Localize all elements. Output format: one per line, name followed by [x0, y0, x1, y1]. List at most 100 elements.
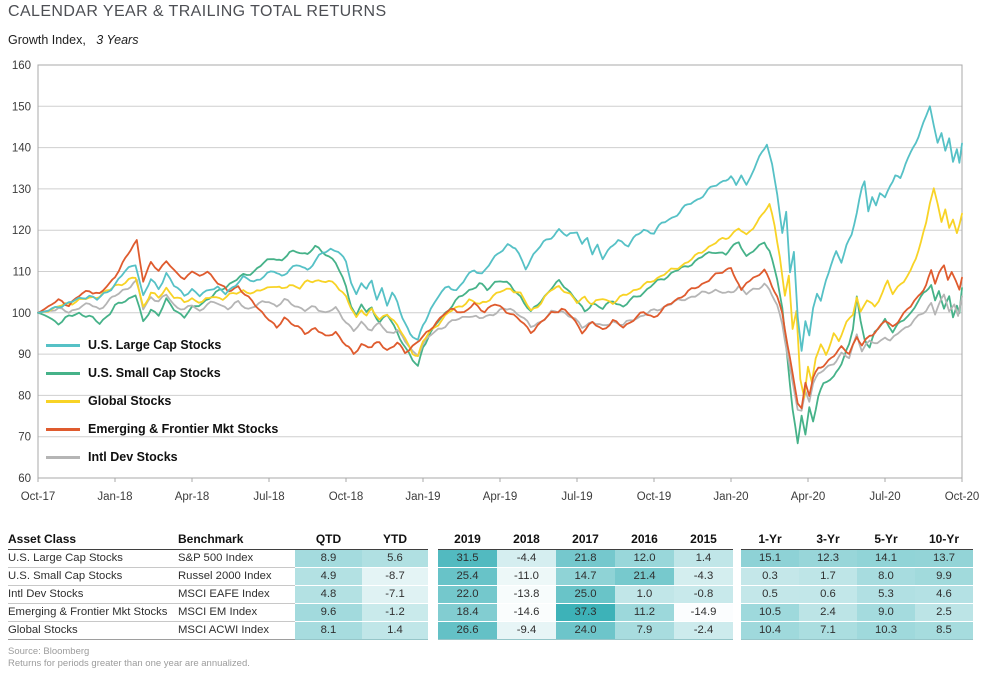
annualized-note: Returns for periods greater than one yea…	[8, 658, 250, 669]
x-axis-tick-label: Oct-19	[637, 491, 672, 503]
column-gap	[428, 622, 438, 640]
return-value-cell: 8.9	[295, 550, 362, 568]
legend-swatch	[46, 399, 80, 403]
legend-item-emerging-frontier-mkt-stocks: Emerging & Frontier Mkt Stocks	[46, 415, 278, 443]
x-axis-tick-label: Jan-20	[713, 491, 748, 503]
col-header-benchmark: Benchmark	[178, 530, 295, 550]
return-value-cell: -9.4	[497, 622, 556, 640]
column-gap	[733, 568, 741, 586]
legend-swatch	[46, 455, 80, 459]
return-value-cell: 12.0	[615, 550, 674, 568]
return-value-cell: 10.5	[741, 604, 799, 622]
return-value-cell: 8.5	[915, 622, 973, 640]
return-value-cell: 31.5	[438, 550, 497, 568]
return-value-cell: 24.0	[556, 622, 615, 640]
legend-label: U.S. Large Cap Stocks	[88, 338, 222, 352]
legend-item-u-s-large-cap-stocks: U.S. Large Cap Stocks	[46, 331, 278, 359]
column-gap	[733, 550, 741, 568]
column-gap	[733, 604, 741, 622]
x-axis-tick-label: Apr-20	[791, 491, 826, 503]
x-axis-tick-label: Jul-18	[253, 491, 284, 503]
return-value-cell: 9.0	[857, 604, 915, 622]
y-axis-tick-label: 60	[18, 473, 31, 485]
return-value-cell: 1.4	[674, 550, 733, 568]
return-value-cell: 7.9	[615, 622, 674, 640]
return-value-cell: 14.1	[857, 550, 915, 568]
return-value-cell: 7.1	[799, 622, 857, 640]
legend-item-u-s-small-cap-stocks: U.S. Small Cap Stocks	[46, 359, 278, 387]
return-value-cell: 18.4	[438, 604, 497, 622]
column-gap	[733, 622, 741, 640]
x-axis-tick-label: Jan-18	[97, 491, 132, 503]
footnotes: Source: Bloomberg Returns for periods gr…	[8, 646, 250, 670]
benchmark-cell: S&P 500 Index	[178, 550, 295, 568]
column-gap	[428, 586, 438, 604]
y-axis-tick-label: 90	[18, 349, 31, 361]
return-value-cell: 21.4	[615, 568, 674, 586]
column-gap	[733, 586, 741, 604]
chart-legend: U.S. Large Cap Stocks U.S. Small Cap Stoc…	[46, 331, 278, 471]
chart-subtitle-period: 3 Years	[96, 33, 139, 47]
return-value-cell: 1.4	[362, 622, 428, 640]
benchmark-cell: MSCI EAFE Index	[178, 586, 295, 604]
y-axis-tick-label: 80	[18, 390, 31, 402]
y-axis-tick-label: 150	[12, 101, 31, 113]
return-value-cell: 15.1	[741, 550, 799, 568]
column-gap	[428, 550, 438, 568]
return-value-cell: 1.0	[615, 586, 674, 604]
return-value-cell: 12.3	[799, 550, 857, 568]
asset-class-cell: Global Stocks	[8, 622, 178, 640]
return-value-cell: 4.6	[915, 586, 973, 604]
return-value-cell: 8.0	[857, 568, 915, 586]
return-value-cell: 1.7	[799, 568, 857, 586]
y-axis-tick-label: 130	[12, 184, 31, 196]
legend-swatch	[46, 371, 80, 375]
series-line-global-stocks	[37, 187, 963, 399]
page-title: CALENDAR YEAR & TRAILING TOTAL RETURNS	[8, 3, 387, 20]
return-value-cell: -8.7	[362, 568, 428, 586]
y-axis-tick-label: 110	[13, 267, 31, 279]
y-axis-tick-label: 70	[18, 432, 31, 444]
return-value-cell: -14.9	[674, 604, 733, 622]
col-header-3-yr: 3-Yr	[799, 530, 857, 550]
col-header-2019: 2019	[438, 530, 497, 550]
return-value-cell: 10.3	[857, 622, 915, 640]
legend-item-global-stocks: Global Stocks	[46, 387, 278, 415]
legend-label: U.S. Small Cap Stocks	[88, 366, 221, 380]
x-axis-tick-label: Jul-19	[561, 491, 592, 503]
x-axis-tick-label: Jan-19	[405, 491, 440, 503]
return-value-cell: 0.5	[741, 586, 799, 604]
return-value-cell: 8.1	[295, 622, 362, 640]
return-value-cell: 26.6	[438, 622, 497, 640]
col-header-asset-class: Asset Class	[8, 530, 178, 550]
return-value-cell: 4.9	[295, 568, 362, 586]
asset-class-cell: U.S. Large Cap Stocks	[8, 550, 178, 568]
legend-swatch	[46, 343, 80, 347]
column-gap	[733, 530, 741, 550]
return-value-cell: 0.6	[799, 586, 857, 604]
y-axis-tick-label: 120	[12, 225, 31, 237]
asset-class-cell: U.S. Small Cap Stocks	[8, 568, 178, 586]
benchmark-cell: Russel 2000 Index	[178, 568, 295, 586]
x-axis-tick-label: Jul-20	[869, 491, 900, 503]
return-value-cell: 10.4	[741, 622, 799, 640]
col-header-2018: 2018	[497, 530, 556, 550]
benchmark-cell: MSCI ACWI Index	[178, 622, 295, 640]
asset-class-cell: Emerging & Frontier Mkt Stocks	[8, 604, 178, 622]
col-header-5-yr: 5-Yr	[857, 530, 915, 550]
chart-subtitle: Growth Index, 3 Years	[8, 33, 138, 47]
column-gap	[428, 530, 438, 550]
col-header-2017: 2017	[556, 530, 615, 550]
col-header-2015: 2015	[674, 530, 733, 550]
series-line-u-s-small-cap-stocks	[37, 241, 963, 445]
legend-item-intl-dev-stocks: Intl Dev Stocks	[46, 443, 278, 471]
return-value-cell: 37.3	[556, 604, 615, 622]
return-value-cell: -4.3	[674, 568, 733, 586]
series-line-u-s-large-cap-stocks	[37, 105, 963, 352]
return-value-cell: -11.0	[497, 568, 556, 586]
return-value-cell: 11.2	[615, 604, 674, 622]
return-value-cell: 4.8	[295, 586, 362, 604]
asset-class-cell: Intl Dev Stocks	[8, 586, 178, 604]
return-value-cell: 22.0	[438, 586, 497, 604]
